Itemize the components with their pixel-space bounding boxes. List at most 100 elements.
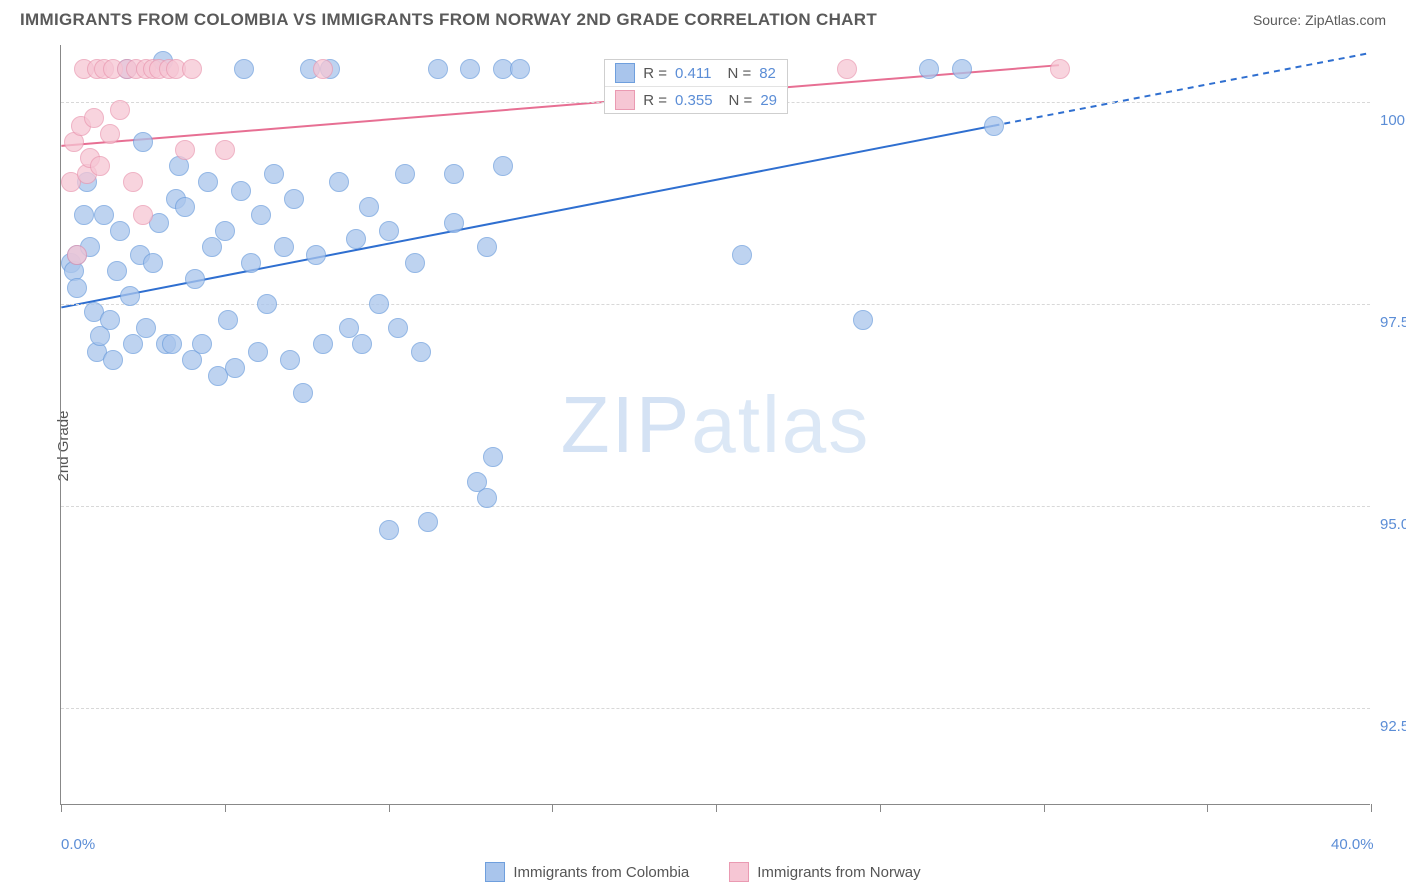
data-point bbox=[405, 253, 425, 273]
x-tick bbox=[1207, 804, 1208, 812]
data-point bbox=[460, 59, 480, 79]
data-point bbox=[369, 294, 389, 314]
data-point bbox=[241, 253, 261, 273]
y-tick-label: 95.0% bbox=[1380, 516, 1406, 533]
data-point bbox=[1050, 59, 1070, 79]
x-tick bbox=[552, 804, 553, 812]
data-point bbox=[257, 294, 277, 314]
data-point bbox=[136, 318, 156, 338]
data-point bbox=[293, 383, 313, 403]
data-point bbox=[952, 59, 972, 79]
data-point bbox=[100, 310, 120, 330]
x-tick bbox=[880, 804, 881, 812]
data-point bbox=[388, 318, 408, 338]
correlation-legend: R = 0.411N = 82R = 0.355N = 29 bbox=[604, 59, 788, 114]
trend-lines-layer bbox=[61, 45, 1370, 804]
scatter-chart: ZIPatlas 92.5%95.0%97.5%100.0%0.0%40.0%R… bbox=[60, 45, 1370, 805]
data-point bbox=[175, 197, 195, 217]
legend-item: Immigrants from Colombia bbox=[485, 862, 689, 882]
watermark: ZIPatlas bbox=[561, 379, 870, 471]
data-point bbox=[133, 132, 153, 152]
gridline-h bbox=[61, 708, 1370, 709]
data-point bbox=[175, 140, 195, 160]
data-point bbox=[215, 221, 235, 241]
data-point bbox=[919, 59, 939, 79]
data-point bbox=[837, 59, 857, 79]
bottom-legend: Immigrants from Colombia Immigrants from … bbox=[0, 862, 1406, 882]
data-point bbox=[346, 229, 366, 249]
data-point bbox=[444, 164, 464, 184]
data-point bbox=[67, 278, 87, 298]
data-point bbox=[359, 197, 379, 217]
data-point bbox=[143, 253, 163, 273]
data-point bbox=[225, 358, 245, 378]
data-point bbox=[133, 205, 153, 225]
data-point bbox=[477, 488, 497, 508]
source-attribution: Source: ZipAtlas.com bbox=[1253, 12, 1386, 28]
data-point bbox=[313, 334, 333, 354]
data-point bbox=[251, 205, 271, 225]
data-point bbox=[493, 156, 513, 176]
y-tick-label: 100.0% bbox=[1380, 112, 1406, 129]
legend-swatch bbox=[485, 862, 505, 882]
data-point bbox=[395, 164, 415, 184]
legend-swatch bbox=[615, 90, 635, 110]
x-tick bbox=[225, 804, 226, 812]
data-point bbox=[313, 59, 333, 79]
data-point bbox=[428, 59, 448, 79]
data-point bbox=[853, 310, 873, 330]
legend-row: R = 0.411N = 82 bbox=[605, 60, 787, 87]
data-point bbox=[444, 213, 464, 233]
data-point bbox=[123, 172, 143, 192]
data-point bbox=[120, 286, 140, 306]
legend-swatch bbox=[729, 862, 749, 882]
data-point bbox=[84, 108, 104, 128]
data-point bbox=[231, 181, 251, 201]
data-point bbox=[379, 221, 399, 241]
y-tick-label: 97.5% bbox=[1380, 314, 1406, 331]
gridline-h bbox=[61, 506, 1370, 507]
data-point bbox=[94, 205, 114, 225]
data-point bbox=[280, 350, 300, 370]
data-point bbox=[264, 164, 284, 184]
data-point bbox=[215, 140, 235, 160]
data-point bbox=[329, 172, 349, 192]
data-point bbox=[477, 237, 497, 257]
data-point bbox=[306, 245, 326, 265]
data-point bbox=[274, 237, 294, 257]
data-point bbox=[182, 59, 202, 79]
data-point bbox=[411, 342, 431, 362]
data-point bbox=[103, 350, 123, 370]
data-point bbox=[483, 447, 503, 467]
data-point bbox=[123, 334, 143, 354]
data-point bbox=[162, 334, 182, 354]
data-point bbox=[107, 261, 127, 281]
chart-title: IMMIGRANTS FROM COLOMBIA VS IMMIGRANTS F… bbox=[20, 10, 877, 30]
data-point bbox=[379, 520, 399, 540]
x-tick bbox=[61, 804, 62, 812]
data-point bbox=[110, 100, 130, 120]
data-point bbox=[732, 245, 752, 265]
x-tick bbox=[389, 804, 390, 812]
x-tick bbox=[716, 804, 717, 812]
legend-swatch bbox=[615, 63, 635, 83]
legend-item: Immigrants from Norway bbox=[729, 862, 920, 882]
legend-row: R = 0.355N = 29 bbox=[605, 87, 787, 113]
data-point bbox=[248, 342, 268, 362]
data-point bbox=[110, 221, 130, 241]
data-point bbox=[510, 59, 530, 79]
data-point bbox=[198, 172, 218, 192]
data-point bbox=[90, 156, 110, 176]
data-point bbox=[202, 237, 222, 257]
data-point bbox=[185, 269, 205, 289]
x-tick bbox=[1044, 804, 1045, 812]
data-point bbox=[74, 205, 94, 225]
data-point bbox=[352, 334, 372, 354]
x-tick bbox=[1371, 804, 1372, 812]
data-point bbox=[67, 245, 87, 265]
y-tick-label: 92.5% bbox=[1380, 718, 1406, 735]
data-point bbox=[218, 310, 238, 330]
data-point bbox=[192, 334, 212, 354]
data-point bbox=[284, 189, 304, 209]
data-point bbox=[418, 512, 438, 532]
